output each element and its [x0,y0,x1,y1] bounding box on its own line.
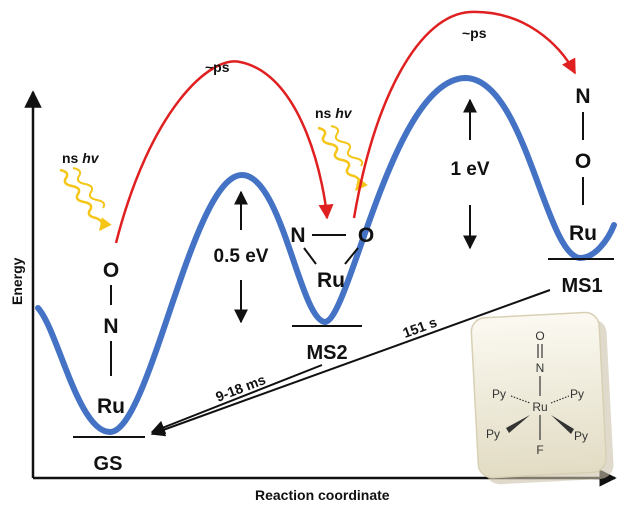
ps-label-1: ~ps [205,59,230,75]
mol-n: N [536,361,545,375]
mol-py-lower-left: Py [486,427,500,441]
ms1-atom-o: O [575,150,591,173]
photo-arrow-ms2-to-ms1 [352,10,577,219]
ms2-bond-n-ru [303,247,317,265]
barrier-ms2-label: 0.5 eV [214,246,269,267]
excitation-symbol: hv [82,150,100,166]
barrier-ms1-label: 1 eV [450,159,489,180]
ps-label-2: ~ps [462,25,487,41]
excitation-prefix: ns [62,150,82,166]
gs-atom-o: O [103,259,119,282]
energy-curve [35,74,617,436]
mol-bond-py-ul [510,395,531,404]
light-wave-icon-1 [59,168,112,232]
gs-atom-ru: Ru [97,395,125,418]
mol-f: F [536,443,543,457]
mol-ru: Ru [532,400,547,414]
y-axis-label: Energy [9,257,25,305]
excitation-prefix-2: ns [315,105,335,121]
mol-py-upper-left: Py [492,387,506,401]
light-wave-icon-1b [72,167,106,209]
ms2-atom-ru: Ru [317,269,345,292]
mol-bond-py-ur [550,395,570,404]
molecule-structure: O N Ru F Py Py Py Py [486,329,588,457]
ms2-atom-n: N [290,224,305,247]
gs-atom-n: N [103,315,118,338]
molecule-inset [470,311,614,485]
excitation-label-1: ns hv [62,150,100,166]
ms1-atom-n: N [575,85,590,108]
molecule-frame [470,311,607,479]
gs-label: GS [94,453,123,475]
ms2-label: MS2 [306,342,347,364]
mol-py-upper-right: Py [570,387,584,401]
mol-wedge-ll [506,415,530,433]
decay-arrow-ms1-to-gs [150,289,551,437]
ms2-atom-o: O [358,224,374,247]
decay-ms2-label: 9-18 ms [213,371,268,405]
ms1-atom-ru: Ru [569,222,597,245]
light-wave-icon-2 [317,126,368,191]
ms2-bond-o-ru [344,247,359,265]
excitation-label-2: ns hv [315,105,353,121]
mol-wedge-lr [551,415,574,434]
x-axis-label: Reaction coordinate [255,487,390,503]
excitation-symbol-2: hv [335,105,353,121]
ms1-label: MS1 [561,275,602,297]
mol-py-lower-right: Py [574,429,588,443]
mol-o: O [535,329,544,343]
decay-arrow-ms2-to-gs [150,364,323,434]
light-wave-icon-2b [330,125,364,167]
photo-arrow-gs-to-ms2 [114,60,334,244]
